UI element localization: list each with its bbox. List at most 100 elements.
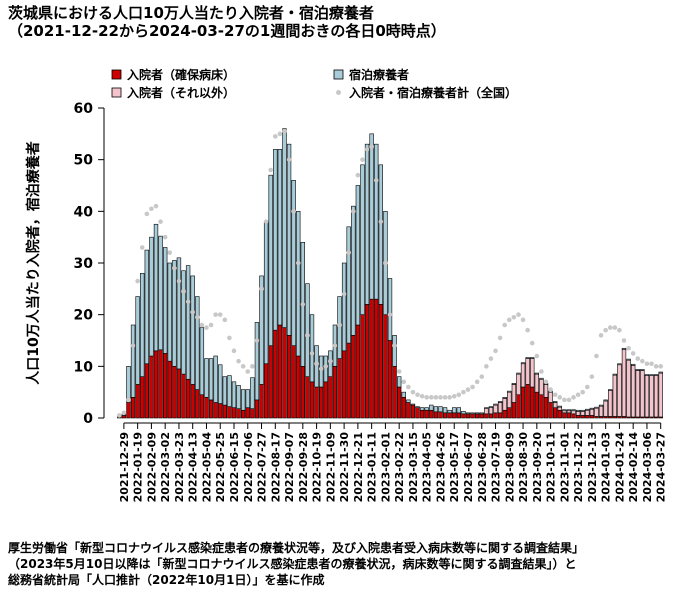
bar-lodging [259, 275, 264, 385]
x-tick-label: 2024-03-06 [641, 432, 654, 503]
x-tick-label: 2023-05-17 [448, 432, 461, 502]
bar-hosp-other [520, 363, 526, 388]
point-national [286, 157, 292, 162]
bar-lodging [589, 407, 595, 410]
bar-lodging [204, 358, 209, 398]
point-national [428, 395, 434, 400]
bar-lodging [162, 247, 168, 354]
bar-lodging [447, 409, 452, 414]
bar-lodging [608, 389, 613, 391]
bar-hosp-secured [552, 407, 558, 419]
bar-lodging [424, 407, 429, 411]
point-national [259, 286, 264, 292]
bar-lodging [594, 406, 599, 409]
bar-hosp-secured [474, 413, 480, 419]
point-national [291, 209, 296, 214]
point-national [282, 128, 287, 134]
bar-lodging [653, 374, 659, 376]
bar-lodging [153, 223, 159, 352]
x-tick-label: 2023-01-11 [366, 432, 379, 502]
bar-lodging [396, 376, 402, 388]
point-national [433, 395, 439, 400]
bar-hosp-secured [410, 404, 416, 419]
bar-hosp-secured [296, 355, 301, 419]
bar-lodging [236, 385, 241, 410]
bar-lodging [245, 389, 250, 408]
bar-lodging [213, 355, 218, 403]
bar-lodging [419, 407, 425, 411]
bar-lodging [539, 377, 544, 380]
bar-hosp-secured [351, 335, 356, 419]
point-national [245, 369, 251, 374]
point-national [217, 312, 223, 317]
y-tick-label: 20 [74, 308, 94, 324]
point-national [236, 358, 241, 364]
point-national [438, 395, 443, 400]
point-national [612, 325, 618, 330]
bar-lodging [268, 174, 273, 346]
point-national [543, 379, 549, 385]
bar-hosp-secured [240, 409, 246, 419]
chart-title: 茨城県における人口10万人当たり入院者・宿泊療養者 [8, 4, 374, 22]
bar-hosp-secured [126, 402, 131, 419]
bar-lodging [516, 372, 521, 375]
bar-lodging [493, 403, 498, 406]
bar-hosp-other [580, 410, 585, 416]
point-national [295, 260, 301, 266]
x-tick-label: 2022-02-09 [145, 432, 158, 502]
bar-hosp-other [488, 407, 494, 415]
bar-hosp-secured [465, 413, 471, 419]
bar-hosp-secured [332, 366, 338, 419]
point-national [396, 369, 402, 374]
legend-swatch-national [336, 90, 341, 95]
source-line-3: 総務省統計局「人口推計（2022年10月1日）」を基に作成 [8, 573, 325, 587]
point-national [493, 348, 498, 354]
point-national [635, 356, 641, 361]
point-national [222, 317, 228, 323]
bar-hosp-secured [429, 409, 434, 419]
bar-hosp-other [534, 373, 540, 393]
bar-lodging [557, 405, 562, 408]
bar-lodging [433, 406, 439, 413]
x-tick-label: 2023-10-11 [545, 432, 558, 502]
bar-hosp-secured [516, 394, 521, 419]
bar-hosp-secured [530, 386, 535, 419]
bar-hosp-secured [153, 350, 159, 419]
bar-lodging [392, 335, 397, 367]
x-tick-label: 2022-05-25 [214, 432, 227, 502]
bar-hosp-secured [318, 386, 324, 419]
point-national [552, 392, 558, 398]
x-tick-label: 2023-12-13 [586, 432, 599, 502]
bar-hosp-secured [273, 329, 278, 419]
point-national [263, 219, 269, 224]
bar-hosp-secured [250, 408, 255, 419]
bar-hosp-secured [130, 397, 136, 419]
point-national [649, 361, 654, 367]
bar-hosp-other [571, 410, 576, 415]
bar-hosp-secured [309, 381, 315, 419]
y-tick-label: 10 [74, 359, 94, 375]
x-tick-label: 2022-01-19 [132, 432, 145, 502]
bar-lodging [176, 257, 182, 370]
bar-lodging [364, 143, 370, 305]
bar-hosp-secured [185, 378, 191, 419]
bar-lodging [144, 249, 150, 365]
point-national [516, 312, 521, 317]
bar-hosp-secured [396, 386, 402, 419]
x-tick-label: 2022-03-02 [159, 432, 172, 502]
point-national [341, 291, 347, 297]
bar-hosp-secured [520, 386, 526, 419]
bar-lodging [337, 296, 342, 359]
bar-lodging [415, 406, 420, 408]
bar-lodging [309, 314, 315, 383]
point-national [479, 374, 485, 379]
point-national [199, 322, 205, 328]
bar-hosp-secured [548, 402, 553, 419]
x-tick-label: 2023-08-09 [503, 432, 516, 502]
bar-hosp-secured [328, 376, 333, 419]
bar-lodging [314, 345, 319, 388]
point-national [603, 327, 608, 333]
bar-lodging [286, 143, 292, 336]
legend-label-lodging: 宿泊療養者 [349, 67, 409, 82]
